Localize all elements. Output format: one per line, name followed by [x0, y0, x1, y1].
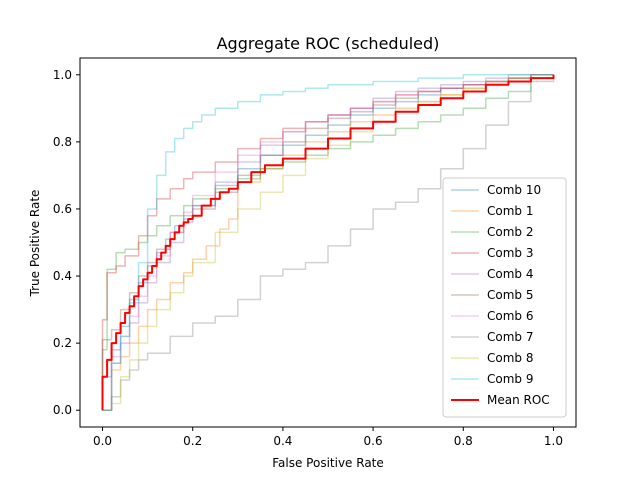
x-tick-label: 0.8	[454, 434, 473, 448]
series-line-mean-roc	[101, 74, 555, 411]
series-line-comb-7	[102, 74, 555, 411]
plot-frame	[79, 57, 577, 428]
legend-label-comb-7: Comb 7	[487, 330, 533, 344]
series-line-comb-3	[101, 74, 554, 411]
legend-label-comb-2: Comb 2	[487, 225, 533, 239]
series-line-comb-8	[102, 74, 554, 411]
series-line-comb-2	[101, 74, 555, 411]
axes: 0.0 0.2 0.4 0.6 0.8 1.0 0.0 0.2 0.4 0.6 0.8 1.0	[53, 57, 577, 448]
y-tick-label: 0.8	[53, 135, 72, 149]
y-tick-label: 0.6	[53, 202, 72, 216]
legend-label-comb-10: Comb 10	[487, 183, 541, 197]
legend-box	[442, 177, 567, 418]
x-axis-label: False Positive Rate	[272, 456, 384, 470]
chart-title: Aggregate ROC (scheduled)	[217, 34, 440, 53]
x-tick-label: 1.0	[544, 434, 563, 448]
y-axis-label: True Positive Rate	[28, 190, 42, 298]
y-tick-label: 1.0	[53, 68, 72, 82]
y-tick-label: 0.2	[53, 336, 72, 350]
series-line-comb-9	[102, 74, 554, 411]
legend-label-comb-4: Comb 4	[487, 267, 533, 281]
legend-label-mean-roc: Mean ROC	[487, 393, 550, 407]
x-tick-label: 0.4	[273, 434, 292, 448]
legend-label-comb-5: Comb 5	[487, 288, 533, 302]
legend-label-comb-3: Comb 3	[487, 246, 533, 260]
legend-label-comb-6: Comb 6	[487, 309, 533, 323]
series-line-comb-4	[102, 74, 554, 411]
legend-label-comb-9: Comb 9	[487, 372, 533, 386]
x-tick-label: 0.6	[364, 434, 383, 448]
legend: Comb 10 Comb 1 Comb 2 Comb 3 Comb 4 Comb 5 Com…	[442, 177, 567, 418]
y-tick-label: 0.4	[53, 269, 72, 283]
plot-area	[101, 74, 555, 411]
y-tick-label: 0.0	[53, 403, 72, 417]
x-tick-label: 0.2	[183, 434, 202, 448]
series-line-comb-6	[102, 74, 554, 411]
legend-label-comb-1: Comb 1	[487, 204, 533, 218]
legend-label-comb-8: Comb 8	[487, 351, 533, 365]
x-tick-label: 0.0	[93, 434, 112, 448]
